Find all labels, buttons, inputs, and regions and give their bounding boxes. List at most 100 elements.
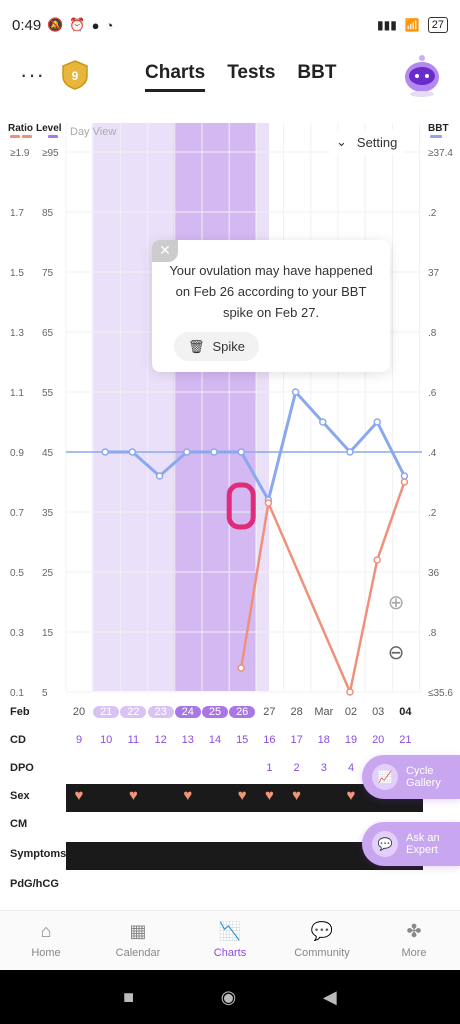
ratio-legend-swatch: [10, 135, 20, 138]
cycle-day-cell[interactable]: 9: [75, 734, 83, 746]
close-icon[interactable]: ✕: [152, 240, 178, 262]
date-cell[interactable]: 03: [372, 706, 385, 718]
level-tick-label: 55: [42, 388, 54, 399]
trash-icon: 🗑: [188, 339, 205, 354]
level-badge-icon[interactable]: 9: [62, 60, 88, 90]
back-icon[interactable]: ◀: [322, 986, 337, 1007]
cycle-day-cell[interactable]: 19: [344, 734, 358, 746]
cycle-day-cell[interactable]: 11: [127, 734, 140, 746]
cycle-day-cell[interactable]: 15: [236, 734, 249, 746]
tab-tests[interactable]: Tests: [227, 62, 276, 83]
battery-icon: 27: [427, 17, 448, 33]
spike-button[interactable]: 🗑 Spike: [174, 332, 260, 361]
level-tick-label: 35: [42, 508, 54, 519]
nav-home[interactable]: ⌂ Home: [31, 920, 61, 960]
bbt-tick-label: 37: [428, 268, 440, 279]
cycle-day-cell[interactable]: 21: [399, 734, 412, 746]
level-tick-label: 45: [42, 448, 54, 459]
heart-icon[interactable]: ♥: [346, 787, 356, 804]
bbt-data-point: [101, 448, 109, 456]
date-cell[interactable]: 25: [202, 706, 228, 718]
zoom-out-icon[interactable]: ⊖: [387, 641, 405, 664]
assistant-avatar-icon[interactable]: [402, 52, 442, 98]
cycle-chart[interactable]: ≥1.9 ≥95 ≥37.4 1.7 85 .2 1.5 75 37 1.3 65 .8 1.1 55 .6…: [0, 115, 460, 715]
level-tick-label: 15: [42, 628, 54, 639]
menu-icon[interactable]: ···: [20, 62, 45, 87]
dpo-cell[interactable]: 3: [320, 762, 327, 774]
zoom-in-icon[interactable]: ⊕: [387, 591, 405, 614]
date-cell[interactable]: 22: [120, 706, 147, 718]
heart-icon[interactable]: ♥: [183, 787, 193, 804]
cycle-day-cell[interactable]: 10: [100, 734, 113, 746]
dpo-cell[interactable]: 1: [266, 762, 273, 774]
pdg-row: PdG/hCG: [0, 872, 460, 900]
nav-calendar[interactable]: ▦ Calendar: [115, 920, 161, 960]
dpo-cell[interactable]: 4: [347, 762, 355, 774]
heart-icon[interactable]: ♥: [74, 787, 84, 804]
home-button-icon[interactable]: ◉: [220, 986, 237, 1007]
android-nav-bar: ■ ◉ ◀: [0, 970, 460, 1024]
cycle-day-cell[interactable]: 13: [181, 734, 194, 746]
cycle-day-cell[interactable]: 14: [208, 734, 222, 746]
date-cell[interactable]: Mar: [314, 706, 334, 718]
date-cell[interactable]: 24: [174, 706, 201, 718]
setting-button[interactable]: ⌄ Setting: [330, 130, 404, 154]
ratio-tick-label: ≥1.9: [10, 148, 30, 159]
cycle-day-cell[interactable]: 12: [154, 734, 167, 746]
heart-icon[interactable]: ♥: [292, 787, 302, 804]
heart-icon[interactable]: ♥: [264, 787, 274, 804]
bbt-data-point: [237, 448, 245, 456]
tab-bbt[interactable]: BBT: [297, 62, 337, 83]
chat-bubble-icon: 💬: [372, 831, 398, 857]
ratio-tick-label: 0.1: [10, 688, 24, 699]
cm-label: CM: [10, 818, 28, 830]
mute-icon: 🔕: [47, 17, 64, 32]
bbt-data-point: [346, 448, 354, 456]
tab-charts[interactable]: Charts: [145, 62, 206, 92]
fertile-window-band: [92, 123, 177, 691]
ask-expert-label: Ask an Expert: [406, 832, 440, 856]
cycle-gallery-label: Cycle Gallery: [406, 765, 441, 789]
bbt-tick-label: .8: [428, 628, 437, 639]
nav-charts[interactable]: 📉 Charts: [213, 920, 247, 960]
cycle-day-cell[interactable]: 20: [372, 734, 385, 746]
cycle-day-cell[interactable]: 17: [290, 734, 303, 746]
date-cell[interactable]: 27: [263, 706, 276, 718]
level-axis-title: Level: [36, 123, 62, 134]
date-cell[interactable]: 02: [344, 706, 358, 718]
cd-label: CD: [10, 734, 26, 746]
date-cell[interactable]: 20: [72, 706, 86, 718]
date-cell[interactable]: 21: [93, 706, 120, 718]
feb-label: Feb: [10, 706, 30, 718]
cycle-day-cell[interactable]: 18: [317, 734, 330, 746]
cycle-gallery-button[interactable]: 📈 Cycle Gallery: [362, 755, 460, 799]
recent-apps-icon[interactable]: ■: [123, 986, 135, 1007]
level-tick-label: 5: [42, 688, 48, 699]
ratio-tick-label: 0.5: [10, 568, 24, 579]
gallery-chart-icon: 📈: [372, 764, 398, 790]
spike-label: Spike: [212, 339, 246, 354]
date-cell[interactable]: 28: [290, 706, 303, 718]
nav-more[interactable]: ✤ More: [401, 920, 427, 960]
app-icon: ●: [91, 17, 100, 33]
date-cell[interactable]: 26: [229, 706, 256, 718]
cycle-day-cell[interactable]: 16: [263, 734, 276, 746]
bbt-data-point: [210, 448, 218, 456]
wifi-icon: 📶: [404, 18, 420, 32]
bbt-legend-swatch: [430, 135, 442, 138]
nav-community[interactable]: 💬 Community: [294, 920, 350, 960]
setting-label: Setting: [356, 134, 398, 150]
level-tick-label: 75: [42, 268, 54, 279]
date-cell[interactable]: 23: [147, 706, 174, 718]
ratio-data-point: [400, 478, 409, 486]
bbt-data-point: [319, 418, 327, 426]
level-legend-swatch: [48, 135, 58, 138]
date-cell[interactable]: 04: [399, 706, 412, 718]
bottom-nav: ⌂ Home ▦ Calendar 📉 Charts 💬 Community ✤…: [0, 910, 460, 970]
chart-area: ≥1.9 ≥95 ≥37.4 1.7 85 .2 1.5 75 37 1.3 65 .8 1.1 55 .6…: [0, 115, 460, 715]
signal-icon: ▮▮▮: [376, 18, 397, 32]
dpo-cell[interactable]: 2: [293, 762, 300, 774]
ask-expert-button[interactable]: 💬 Ask an Expert: [362, 822, 460, 866]
heart-icon[interactable]: ♥: [237, 787, 247, 804]
heart-icon[interactable]: ♥: [128, 787, 138, 804]
